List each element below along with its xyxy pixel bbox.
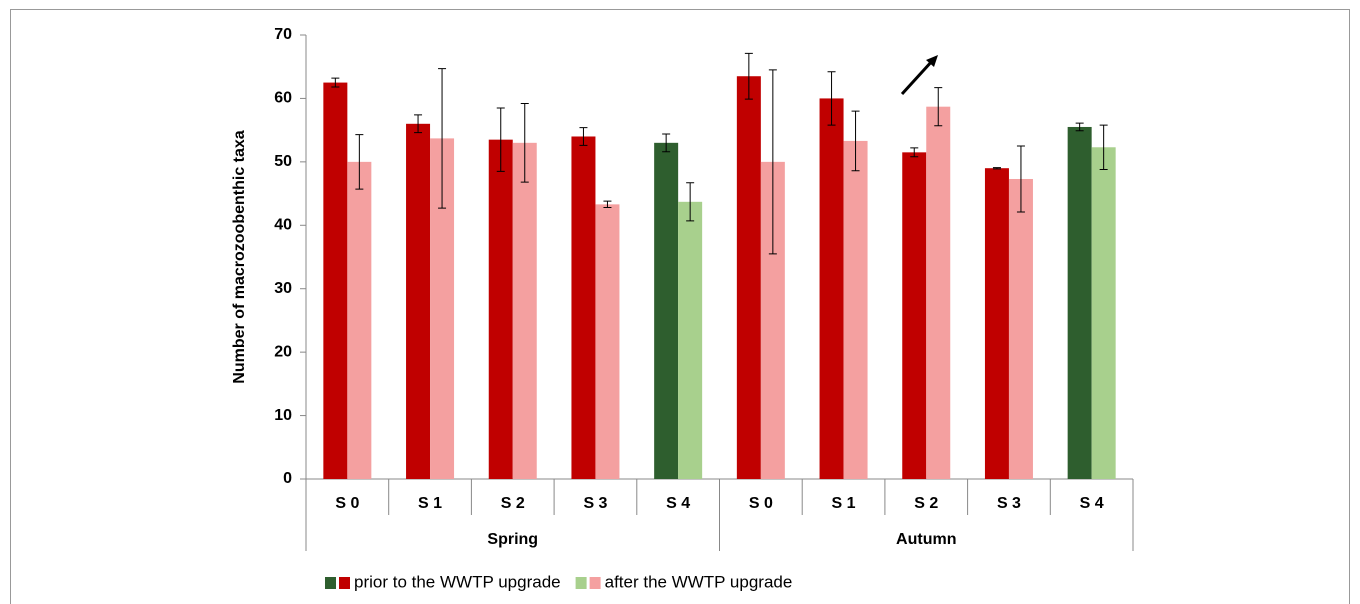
bar — [902, 152, 927, 480]
bar — [488, 139, 513, 479]
legend-swatch — [339, 577, 350, 589]
legend-label: prior to the WWTP upgrade — [354, 572, 561, 591]
error-bar — [827, 71, 836, 126]
error-bar — [579, 127, 588, 146]
x-tick-label: S 0 — [335, 495, 359, 512]
y-tick-label: 0 — [283, 470, 292, 487]
error-bar — [851, 110, 860, 172]
error-bar — [520, 103, 529, 183]
bar — [347, 161, 372, 479]
annotation-arrow — [900, 58, 935, 96]
bar — [819, 98, 844, 479]
group-label: Spring — [487, 531, 538, 548]
bar — [595, 204, 620, 479]
y-axis-label: Number of macrozoobenthic taxa — [231, 130, 248, 383]
group-label: Autumn — [896, 531, 956, 548]
bar — [1091, 147, 1116, 480]
bar — [1008, 178, 1033, 480]
x-tick-label: S 2 — [914, 495, 938, 512]
annotation-arrowhead — [926, 55, 938, 67]
error-bar — [992, 167, 1001, 170]
error-bar — [438, 68, 447, 209]
bar — [984, 168, 1009, 479]
error-bar — [1099, 124, 1108, 170]
bar — [1067, 126, 1092, 479]
error-bar — [603, 200, 612, 209]
y-tick-label: 30 — [274, 280, 292, 297]
y-tick-label: 40 — [274, 217, 292, 234]
bar — [678, 201, 703, 479]
legend-swatch — [589, 577, 601, 589]
x-tick-label: S 4 — [666, 495, 690, 512]
frame — [10, 9, 1350, 604]
error-bar — [1075, 122, 1084, 132]
error-bar — [910, 147, 919, 158]
y-tick-label: 60 — [274, 90, 292, 107]
bar — [654, 142, 679, 480]
y-tick-label: 50 — [274, 153, 292, 170]
error-bar — [355, 134, 364, 190]
legend-label: after the WWTP upgrade — [605, 572, 793, 591]
error-bar — [768, 69, 777, 255]
bar — [736, 76, 761, 479]
x-tick-label: S 2 — [501, 495, 525, 512]
error-bar — [662, 133, 671, 153]
x-tick-label: S 1 — [418, 495, 442, 512]
y-tick-label: 10 — [274, 407, 292, 424]
legend-swatch — [325, 577, 336, 589]
error-bar — [1016, 145, 1025, 213]
x-tick-label: S 4 — [1080, 495, 1104, 512]
error-bar — [744, 52, 753, 100]
bar — [323, 82, 348, 480]
bar — [571, 136, 596, 479]
error-bar — [414, 114, 423, 134]
error-bar — [686, 182, 695, 222]
bar — [926, 106, 951, 479]
y-tick-label: 70 — [274, 26, 292, 43]
bar — [843, 140, 868, 479]
legend-swatch — [575, 577, 587, 589]
error-bar — [496, 107, 505, 172]
error-bar — [934, 87, 943, 127]
x-tick-label: S 3 — [583, 495, 607, 512]
x-tick-label: S 1 — [832, 495, 856, 512]
bar — [406, 123, 431, 480]
bar — [512, 142, 537, 480]
error-bar — [331, 77, 340, 88]
y-tick-label: 20 — [274, 343, 292, 360]
x-tick-label: S 0 — [749, 495, 773, 512]
x-tick-label: S 3 — [997, 495, 1021, 512]
